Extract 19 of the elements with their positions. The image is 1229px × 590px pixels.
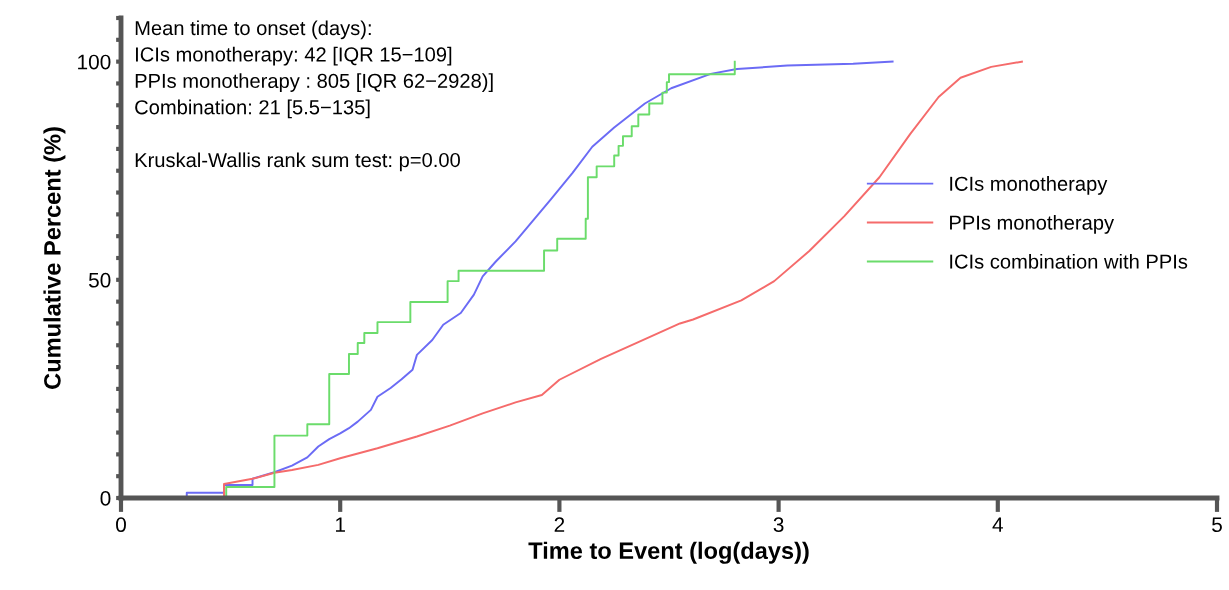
y-axis-title: Cumulative Percent (%)	[43, 127, 66, 389]
x-tick-label: 5	[1212, 517, 1222, 533]
annotation: Combination: 21 [5.5−135]	[135, 99, 370, 119]
y-tick-label: 0	[100, 491, 111, 506]
x-axis-title: Time to Event (log(days))	[528, 541, 809, 564]
annotation: Kruskal-Wallis rank sum test: p=0.00	[135, 152, 460, 172]
x-tick-label: 4	[992, 517, 1003, 532]
annotation: Mean time to onset (days):	[135, 20, 371, 40]
legend-label: ICIs combination with PPIs	[950, 253, 1188, 269]
y-tick-label: 50	[88, 272, 111, 288]
x-tick-label: 3	[773, 517, 784, 533]
y-tick-label: 100	[78, 54, 111, 70]
annotation: ICIs monotherapy: 42 [IQR 15−109]	[136, 46, 452, 66]
x-tick-label: 2	[554, 517, 565, 532]
legend-label: ICIs monotherapy	[950, 176, 1108, 195]
annotation: PPIs monotherapy : 805 [IQR 62−2928)]	[135, 73, 493, 92]
legend-label: PPIs monotherapy	[950, 215, 1115, 234]
x-tick-label: 1	[336, 517, 345, 532]
x-tick-label: 0	[116, 517, 126, 533]
